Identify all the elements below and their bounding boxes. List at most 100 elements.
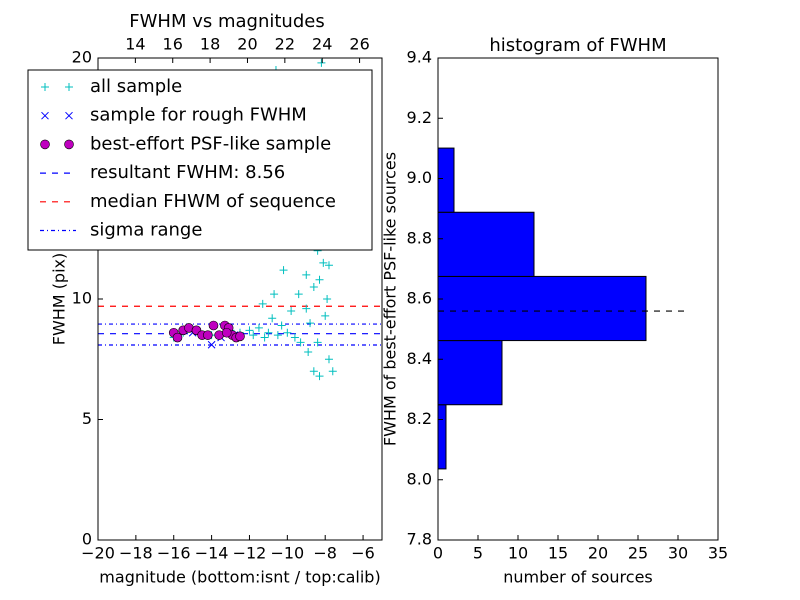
circle-marker (172, 332, 183, 343)
legend: all sample sample for rough FWHM best-effo… (27, 69, 373, 251)
plus-marker (245, 326, 254, 335)
plus-marker (315, 372, 324, 381)
y-tick-label: 9.2 (407, 108, 432, 127)
plus-marker (268, 314, 277, 323)
plus-marker (264, 328, 273, 337)
right-y-label: FWHM of best-effort PSF-like sources (381, 152, 400, 446)
x2-tick-label: 18 (200, 35, 220, 54)
x-tick-label: 20 (588, 544, 608, 563)
plus-marker (309, 282, 318, 291)
plus-marker (317, 58, 326, 67)
y-tick-label: 9.0 (407, 168, 432, 187)
x-tick-label: 0 (433, 544, 443, 563)
x-tick-label: −6 (351, 544, 375, 563)
plus-marker (324, 261, 333, 270)
plus-marker (41, 83, 49, 91)
x-tick-label: −16 (157, 544, 191, 563)
x-tick-label: 25 (628, 544, 648, 563)
x2-tick-label: 14 (125, 35, 145, 54)
plus-marker (290, 333, 299, 342)
x-tick-label: −20 (81, 544, 115, 563)
plus-marker (302, 270, 311, 279)
plus-marker (273, 331, 282, 340)
plus-marker (65, 83, 73, 91)
circle-marker (203, 330, 213, 340)
plus-marker (309, 367, 318, 376)
plus-marker (324, 355, 333, 364)
plus-marker (279, 266, 288, 275)
legend-label: median FHWM of sequence (90, 191, 336, 212)
left-x-label: magnitude (bottom:isnt / top:calib) (99, 568, 380, 587)
plus-marker (270, 290, 279, 299)
circle-marker (235, 331, 245, 342)
x-tick-label: 10 (508, 544, 528, 563)
x-tick-label: −10 (270, 544, 304, 563)
x-marker (65, 111, 73, 120)
x-tick-label: 35 (708, 544, 728, 563)
y-tick-label: 0 (82, 530, 92, 549)
plus-marker (304, 348, 313, 357)
plus-marker (260, 333, 269, 342)
plus-marker (319, 258, 328, 267)
x2-tick-label: 20 (237, 35, 257, 54)
plus-marker (258, 299, 267, 308)
plus-marker (302, 304, 311, 313)
x-tick-label: −18 (119, 544, 153, 563)
circle-marker (208, 320, 219, 331)
y-tick-label: 8.4 (407, 349, 432, 368)
bar (437, 211, 535, 277)
bar (437, 404, 447, 470)
y-tick-label: 20 (72, 48, 92, 67)
x-tick-label: 5 (473, 544, 483, 563)
bar (437, 340, 503, 406)
legend-label: sample for rough FWHM (90, 105, 307, 126)
y-tick-label: 8.6 (407, 289, 432, 308)
left-y-label: FWHM (pix) (50, 253, 69, 346)
y-tick-label: 8.8 (407, 228, 432, 247)
y-tick-label: 8.2 (407, 409, 432, 428)
legend-box (27, 69, 373, 251)
circle-marker (221, 327, 232, 338)
bar (437, 147, 455, 213)
legend-label: best-effort PSF-like sample (90, 133, 331, 154)
x-tick-label: 15 (548, 544, 568, 563)
plus-marker (296, 338, 305, 347)
plus-marker (315, 275, 324, 284)
y-tick-label: 9.4 (407, 48, 432, 67)
plus-marker (249, 331, 258, 340)
left-title: FWHM vs magnitudes (129, 11, 324, 32)
y-tick-label: 7.8 (407, 530, 432, 549)
circle-marker (64, 139, 74, 150)
plus-marker (328, 367, 337, 376)
legend-label: resultant FWHM: 8.56 (90, 162, 285, 183)
plus-marker (287, 307, 296, 316)
circle-marker (40, 139, 50, 150)
y-tick-label: 5 (82, 409, 92, 428)
plus-marker (277, 321, 286, 330)
x-tick-label: 30 (668, 544, 688, 563)
x2-tick-label: 24 (312, 35, 332, 54)
right-x-label: number of sources (503, 568, 653, 587)
x-tick-label: −12 (233, 544, 267, 563)
y-tick-label: 10 (72, 289, 92, 308)
right-title: histogram of FWHM (489, 35, 666, 56)
plus-marker (306, 319, 315, 328)
x-tick-label: −8 (313, 544, 337, 563)
bar (437, 275, 647, 342)
x-tick-label: −14 (195, 544, 229, 563)
plus-marker (313, 338, 322, 347)
plus-marker (294, 290, 303, 299)
x-marker (207, 340, 216, 349)
x-marker (41, 111, 49, 120)
legend-label: sigma range (90, 220, 202, 241)
y-tick-label: 8.0 (407, 469, 432, 488)
x2-tick-label: 22 (275, 35, 295, 54)
legend-label: all sample (90, 76, 182, 97)
plus-marker (321, 311, 330, 320)
plus-marker (254, 323, 263, 332)
x2-tick-label: 16 (163, 35, 183, 54)
x2-tick-label: 26 (349, 35, 369, 54)
plus-marker (323, 295, 332, 303)
plus-marker (283, 328, 292, 337)
